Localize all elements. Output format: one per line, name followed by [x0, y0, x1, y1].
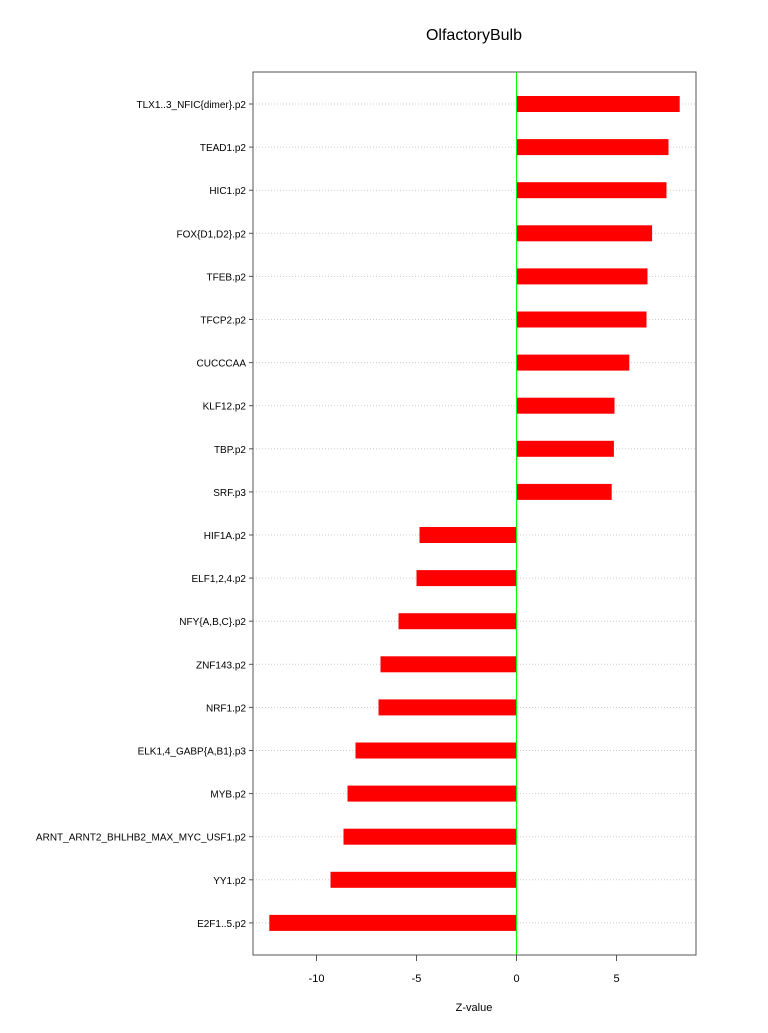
x-tick-label: -5 — [412, 973, 422, 985]
chart-title: OlfactoryBulb — [426, 27, 522, 44]
bar — [269, 914, 517, 931]
y-tick-label: FOX{D1,D2}.p2 — [177, 229, 247, 240]
plot-frame — [252, 71, 697, 956]
y-tick-label: ELF1,2,4.p2 — [192, 574, 247, 585]
y-tick-label: TBP.p2 — [214, 445, 246, 456]
y-tick-label: NFY{A,B,C}.p2 — [179, 617, 246, 628]
bar — [516, 397, 615, 414]
y-tick-label: MYB.p2 — [210, 790, 246, 801]
bar — [355, 742, 517, 759]
y-tick-label: TFCP2.p2 — [200, 316, 246, 327]
y-tick-label: HIC1.p2 — [209, 186, 246, 197]
x-tick-label: 0 — [513, 973, 519, 985]
y-tick-label: CUCCCAA — [197, 359, 247, 370]
bar — [378, 699, 517, 716]
bar — [419, 527, 517, 543]
y-tick-label: HIF1A.p2 — [204, 531, 247, 542]
bar — [380, 656, 517, 673]
y-tick-label: SRF.p3 — [213, 488, 246, 499]
bar — [516, 139, 669, 156]
bar — [347, 785, 517, 802]
bar — [516, 268, 648, 285]
bar — [516, 311, 647, 328]
x-tick-label: 5 — [613, 973, 619, 985]
y-tick-label: TFEB.p2 — [207, 272, 247, 283]
y-tick-label: TLX1..3_NFIC{dimer}.p2 — [137, 100, 247, 111]
y-tick-label: ELK1,4_GABP{A,B1}.p3 — [138, 747, 247, 758]
bar — [516, 483, 612, 500]
y-tick-label: ZNF143.p2 — [196, 660, 246, 671]
bar — [516, 225, 653, 242]
x-axis-label: Z-value — [456, 1002, 493, 1014]
bar — [516, 354, 630, 371]
bar — [516, 96, 680, 112]
bar — [343, 828, 517, 845]
x-tick-label: -10 — [309, 973, 325, 985]
y-tick-label: KLF12.p2 — [203, 402, 247, 413]
bar — [416, 570, 517, 587]
bar — [516, 182, 667, 199]
y-tick-label: TEAD1.p2 — [200, 143, 247, 154]
y-tick-label: E2F1..5.p2 — [197, 919, 246, 930]
y-tick-label: NRF1.p2 — [206, 703, 246, 714]
y-tick-label: ARNT_ARNT2_BHLHB2_MAX_MYC_USF1.p2 — [36, 833, 247, 844]
bar — [398, 613, 517, 630]
y-tick-label: YY1.p2 — [213, 876, 246, 887]
bar — [516, 440, 614, 457]
bar — [330, 871, 517, 888]
